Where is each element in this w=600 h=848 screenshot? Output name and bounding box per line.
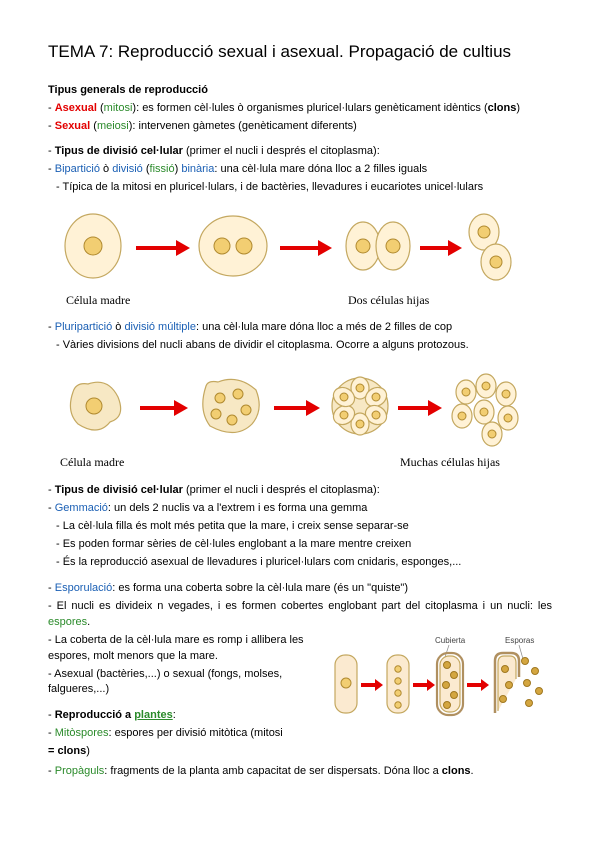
line-biparticio-sub: - Típica de la mitosi en pluricel·lulars… <box>48 180 552 196</box>
svg-text:Muchas células hijas: Muchas células hijas <box>400 455 500 469</box>
gemm-sub3: - És la reproducció asexual de llevadure… <box>48 555 552 571</box>
line-pluriparticio-sub: - Vàries divisions del nucli abans de di… <box>48 338 552 354</box>
line-gemmacio: - Gemmació: un dels 2 nuclis va a l'extr… <box>48 501 552 517</box>
heading-divisio2: - Tipus de divisió cel·lular (primer el … <box>48 483 552 499</box>
line-asexual: - Asexual (mitosi): es formen cèl·lules … <box>48 101 552 117</box>
page-title: TEMA 7: Reproducció sexual i asexual. Pr… <box>48 40 552 65</box>
line-eq-clons: = clons) <box>48 744 552 760</box>
svg-text:Cubierta: Cubierta <box>435 636 466 645</box>
diagram-esporulacio: Cubierta Esporas <box>327 633 552 728</box>
line-propaguls: - Propàguls: fragments de la planta amb … <box>48 764 552 780</box>
line-mitospores: - Mitòspores: espores per divisió mitòti… <box>48 726 552 742</box>
line-esporulacio: - Esporulació: es forma una coberta sobr… <box>48 581 552 597</box>
svg-text:Célula madre: Célula madre <box>66 293 130 307</box>
espor-sub1: - El nucli es divideix n vegades, i es f… <box>48 599 552 631</box>
diagram-pluriparticio: Célula madre Muchas células hijas <box>48 362 538 477</box>
gemm-sub2: - Es poden formar sèries de cèl·lules en… <box>48 537 552 553</box>
heading-tipus: Tipus generals de reproducció <box>48 83 552 99</box>
svg-text:Célula madre: Célula madre <box>60 455 124 469</box>
line-biparticio: - Bipartició ò divisió (fissió) binària:… <box>48 162 552 178</box>
line-sexual: - Sexual (meiosi): intervenen gàmetes (g… <box>48 119 552 135</box>
svg-text:Dos células hijas: Dos células hijas <box>348 293 430 307</box>
heading-divisio: - Tipus de divisió cel·lular (primer el … <box>48 144 552 160</box>
gemm-sub1: - La cèl·lula filla és molt més petita q… <box>48 519 552 535</box>
diagram-biparticio: Célula madre Dos células hijas <box>48 204 518 314</box>
svg-text:Esporas: Esporas <box>505 636 534 645</box>
line-pluriparticio: - Pluripartició ò divisió múltiple: una … <box>48 320 552 336</box>
